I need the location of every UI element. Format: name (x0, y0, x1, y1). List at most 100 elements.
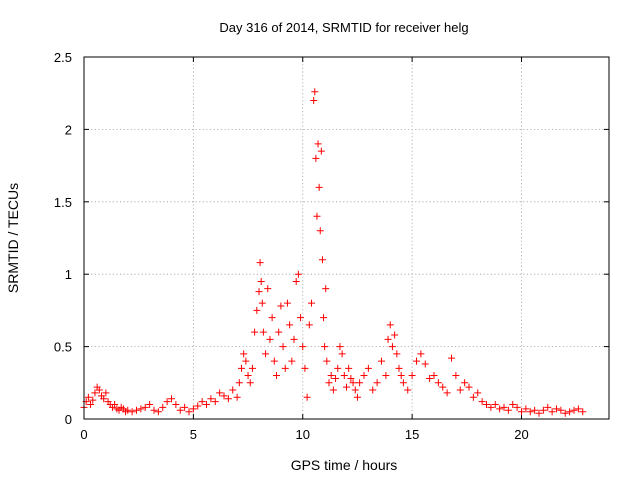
data-point (84, 393, 92, 401)
data-point (292, 277, 300, 285)
data-point (334, 364, 342, 372)
data-point (320, 314, 328, 322)
data-point (299, 343, 307, 351)
data-point (258, 299, 266, 307)
data-point (448, 354, 455, 362)
data-point (474, 389, 482, 397)
data-point (176, 406, 184, 414)
data-point (266, 335, 274, 343)
data-point (95, 386, 103, 394)
data-point (351, 386, 359, 394)
x-tick-label: 5 (190, 427, 197, 442)
data-point (235, 379, 243, 387)
data-point (277, 302, 285, 310)
data-point (242, 357, 250, 365)
axis-ticks (83, 56, 609, 420)
x-tick-label: 15 (405, 427, 419, 442)
data-point (194, 402, 202, 410)
data-point (340, 372, 348, 380)
data-point (303, 393, 311, 401)
data-point (310, 96, 318, 104)
data-point (124, 406, 132, 414)
data-point (483, 401, 490, 409)
data-point (270, 357, 278, 365)
data-point (469, 393, 477, 401)
data-point (426, 374, 434, 382)
y-axis-label: SRMTID / TECUs (5, 183, 21, 293)
data-point (574, 405, 582, 413)
data-point (305, 321, 313, 329)
data-point (189, 405, 197, 413)
data-point (198, 398, 206, 406)
data-point (325, 379, 333, 387)
y-tick-label: 2 (65, 122, 72, 137)
data-point (364, 364, 372, 372)
y-tick-label: 0.5 (54, 340, 72, 355)
data-point (315, 183, 323, 191)
data-point (509, 401, 517, 409)
data-point (513, 403, 521, 411)
y-tick-label: 1.5 (54, 195, 72, 210)
data-point (91, 389, 99, 397)
data-point (421, 360, 429, 368)
data-point (413, 357, 420, 365)
data-point (382, 372, 390, 380)
data-point (327, 372, 335, 380)
data-point (323, 357, 331, 365)
data-point (391, 331, 399, 339)
data-point (262, 350, 270, 358)
data-point (322, 285, 330, 293)
data-point (465, 383, 473, 391)
y-tick-label: 2.5 (54, 50, 72, 65)
data-point (522, 405, 530, 413)
data-point (163, 398, 171, 406)
x-tick-label: 0 (80, 427, 87, 442)
data-point (395, 364, 403, 372)
data-point (185, 408, 193, 416)
data-point (566, 408, 574, 416)
data-point (443, 389, 451, 397)
data-point (434, 379, 442, 387)
data-point (281, 364, 289, 372)
data-point (233, 393, 241, 401)
data-point (561, 409, 569, 417)
data-point (290, 335, 298, 343)
data-point (240, 350, 248, 358)
data-point (343, 383, 350, 391)
data-point (224, 395, 232, 403)
data-point (316, 227, 324, 235)
plot-frame (83, 56, 610, 420)
data-point (259, 328, 267, 336)
data-point (301, 364, 309, 372)
data-point (332, 374, 340, 382)
data-point (172, 401, 180, 409)
data-point (128, 408, 136, 416)
data-point (102, 389, 110, 397)
data-point (491, 401, 499, 409)
data-point (264, 285, 272, 293)
data-point (256, 259, 264, 267)
data-point (251, 328, 259, 336)
data-point (544, 403, 552, 411)
data-point (211, 398, 219, 406)
data-point (244, 372, 252, 380)
data-point (535, 409, 543, 417)
data-point (329, 386, 337, 394)
data-point (154, 408, 162, 416)
data-point (317, 147, 325, 155)
x-tick-label: 20 (514, 427, 528, 442)
data-point (345, 364, 353, 372)
data-point (253, 306, 261, 314)
data-point (487, 403, 495, 411)
data-point (89, 396, 97, 404)
data-point (321, 343, 329, 351)
data-point (500, 403, 508, 411)
data-point (553, 405, 560, 413)
data-point (397, 372, 405, 380)
data-point (579, 408, 587, 416)
data-point (133, 406, 140, 414)
tick-labels: 0 5 10 15 20 0 0.5 1 1.5 2 2.5 (54, 50, 529, 442)
data-point (570, 406, 578, 414)
data-point (168, 395, 175, 403)
data-point (220, 392, 228, 400)
